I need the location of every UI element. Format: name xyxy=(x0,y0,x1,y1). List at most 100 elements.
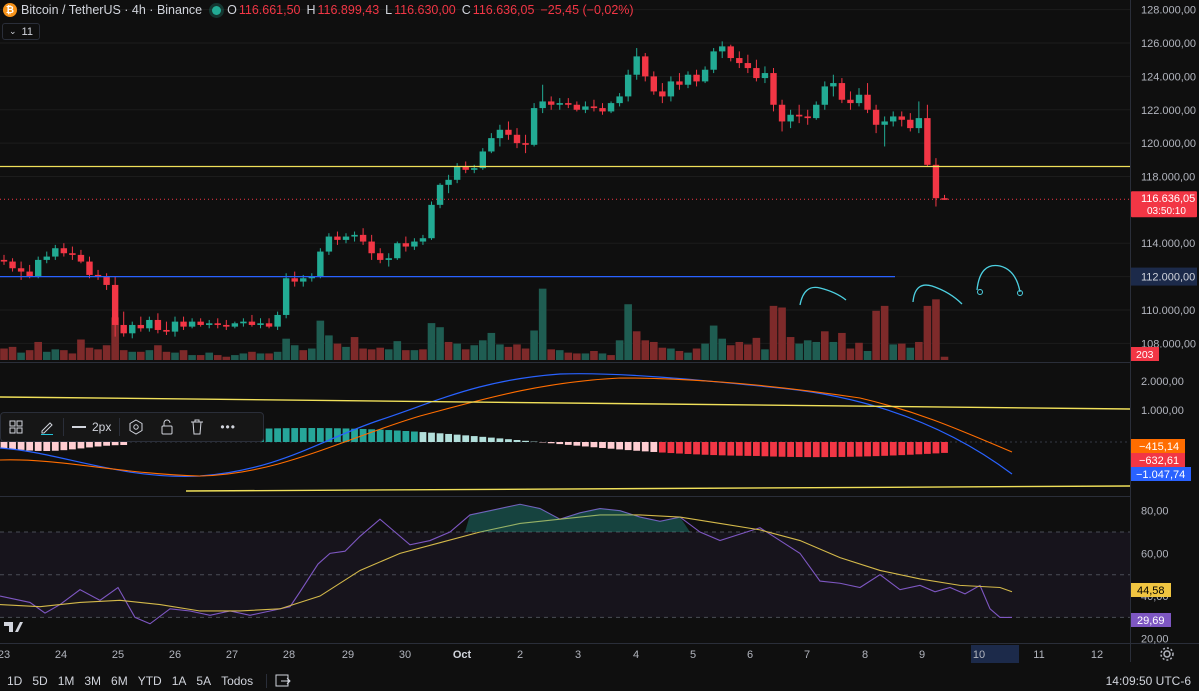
macd-histogram-bar xyxy=(941,442,948,453)
candle-body xyxy=(43,256,50,260)
pencil-icon[interactable] xyxy=(31,413,63,441)
macd-histogram-bar xyxy=(496,438,504,442)
macd-histogram-bar xyxy=(650,442,658,452)
volume-bar xyxy=(162,351,171,360)
more-icon[interactable]: ••• xyxy=(220,420,236,434)
layout-icon[interactable] xyxy=(1,413,31,441)
range-6m[interactable]: 6M xyxy=(111,674,128,688)
rsi-tick-label: 80,00 xyxy=(1141,506,1169,518)
volume-bar xyxy=(273,351,282,360)
calendar-goto-icon[interactable] xyxy=(275,673,291,690)
macd-histogram-bar xyxy=(94,442,102,447)
macd-histogram-bar xyxy=(505,439,512,442)
macd-histogram-bar xyxy=(778,442,786,457)
candle-body xyxy=(120,324,127,334)
macd-histogram-bar xyxy=(915,442,923,455)
low-label: L xyxy=(385,3,393,17)
volume-bar xyxy=(769,305,778,360)
volume-bar xyxy=(906,347,915,360)
macd-histogram-bar xyxy=(69,442,76,450)
candle-body xyxy=(505,129,512,135)
macd-histogram-bar xyxy=(445,433,452,442)
macd-tick-label: 1.000,00 xyxy=(1141,405,1184,417)
volume-bar xyxy=(615,340,624,360)
macd-histogram-bar xyxy=(411,431,418,442)
candle-body xyxy=(582,106,589,110)
volume-bar xyxy=(333,343,342,360)
macd-histogram-bar xyxy=(701,442,709,455)
volume-bar xyxy=(863,350,872,360)
macd-histogram-bar xyxy=(376,429,384,442)
range-1y[interactable]: 1A xyxy=(171,674,187,688)
current-day-highlight xyxy=(971,645,1019,663)
range-5d[interactable]: 5D xyxy=(32,674,48,688)
range-3m[interactable]: 3M xyxy=(84,674,102,688)
volume-bar xyxy=(256,353,265,360)
candle-body xyxy=(248,321,256,325)
time-tick-label: 8 xyxy=(862,649,868,661)
time-tick-label: 25 xyxy=(112,649,124,661)
volume-bar xyxy=(624,304,632,360)
range-5y[interactable]: 5A xyxy=(196,674,212,688)
volume-bar xyxy=(359,348,367,360)
range-1d[interactable]: 1D xyxy=(7,674,23,688)
candle-body xyxy=(257,323,264,325)
drawing-arc xyxy=(799,286,847,306)
macd-trendline xyxy=(0,396,1131,410)
settings-hex-icon[interactable] xyxy=(120,413,152,441)
macd-histogram-bar xyxy=(34,442,42,451)
gear-icon[interactable] xyxy=(1160,647,1174,661)
timezone-clock[interactable]: 14:09:50 UTC-6 xyxy=(1105,674,1191,688)
candle-body xyxy=(282,278,290,315)
macd-trendline xyxy=(185,485,1131,492)
macd-histogram-bar xyxy=(86,442,93,448)
macd-histogram-bar xyxy=(402,430,410,442)
candle-body xyxy=(513,134,521,144)
range-1m[interactable]: 1M xyxy=(57,674,75,688)
macd-histogram-bar xyxy=(710,442,718,456)
candle-body xyxy=(659,91,666,97)
macd-histogram-bar xyxy=(872,442,880,457)
volume-bar xyxy=(880,305,889,360)
macd-histogram-bar xyxy=(573,442,581,446)
candle-body xyxy=(154,319,162,330)
volume-bar xyxy=(667,348,675,360)
volume-bar xyxy=(119,350,128,360)
indicator-collapse-button[interactable]: ⌄ 11 xyxy=(2,23,40,40)
macd-histogram-bar xyxy=(829,442,837,458)
candle-body xyxy=(667,81,675,97)
volume-bar xyxy=(744,344,752,360)
candle-body xyxy=(753,68,760,79)
volume-bar xyxy=(68,353,77,360)
candle-body xyxy=(907,119,914,129)
trash-icon[interactable] xyxy=(182,413,212,441)
range-all[interactable]: Todos xyxy=(221,674,254,688)
volume-bar xyxy=(855,342,863,360)
candle-body xyxy=(265,323,273,327)
volume-bar xyxy=(410,350,419,360)
price-tick-label: 122.000,00 xyxy=(1141,105,1196,117)
range-ytd[interactable]: YTD xyxy=(137,674,162,688)
drawing-floating-toolbar[interactable]: 2px ••• xyxy=(0,412,264,442)
candle-body xyxy=(17,268,25,272)
candle-body xyxy=(129,324,136,334)
close-label: C xyxy=(461,3,471,17)
candle-body xyxy=(701,69,709,82)
volume-bar xyxy=(0,348,8,360)
candle-body xyxy=(744,63,752,69)
line-width-button[interactable]: 2px xyxy=(64,413,119,441)
volume-bar xyxy=(581,353,590,360)
candle-body xyxy=(223,324,230,327)
candle-body xyxy=(787,114,794,122)
macd-histogram-bar xyxy=(368,429,376,442)
symbol-title[interactable]: Bitcoin / TetherUS · 4h · Binance xyxy=(21,3,203,17)
macd-histogram-bar xyxy=(906,442,914,455)
volume-bar xyxy=(111,317,119,360)
macd-histogram-bar xyxy=(658,442,666,453)
candle-body xyxy=(522,143,529,145)
lock-icon[interactable] xyxy=(152,413,182,441)
macd-histogram-bar xyxy=(727,442,735,456)
candle-body xyxy=(624,74,632,97)
symbol-legend[interactable]: ₿ Bitcoin / TetherUS · 4h · Binance O 116… xyxy=(0,0,640,20)
